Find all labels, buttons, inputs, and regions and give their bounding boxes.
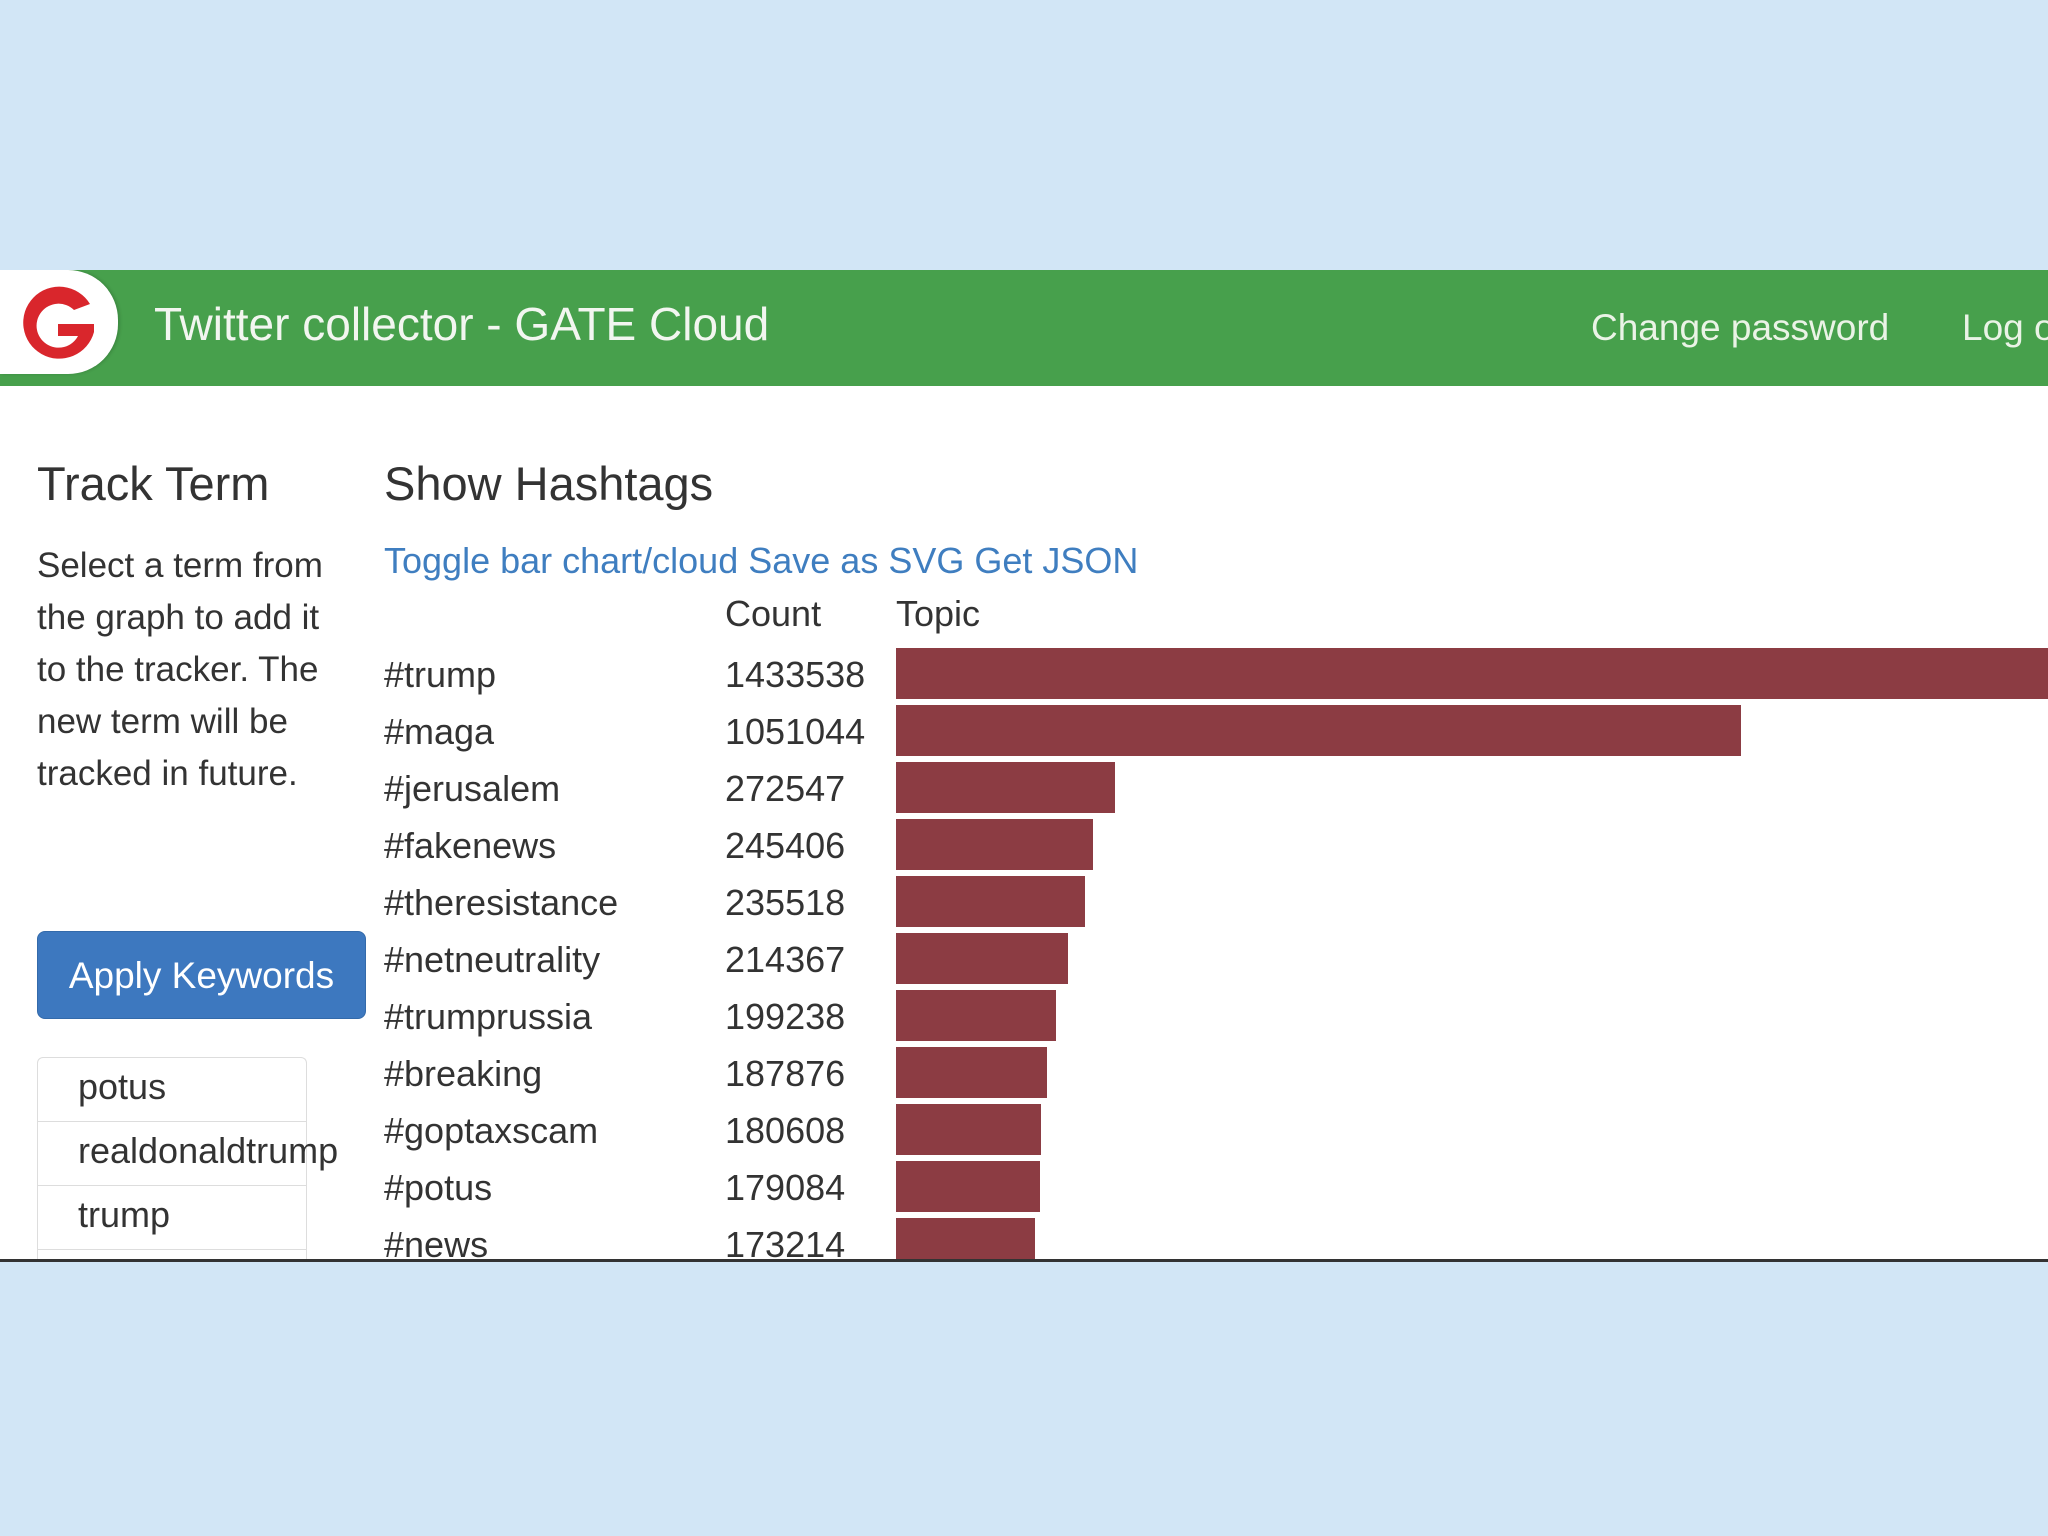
table-row: #jerusalem 272547	[0, 762, 2048, 819]
topic-column-header: Topic	[896, 593, 981, 634]
gate-logo[interactable]	[0, 270, 118, 374]
hashtag-count: 1433538	[725, 654, 866, 695]
table-row: #theresistance 235518	[0, 876, 2048, 933]
gate-g-icon	[8, 280, 108, 366]
show-hashtags-heading: Show Hashtags	[384, 457, 714, 510]
bar[interactable]	[896, 1104, 1041, 1155]
hashtag-count: 235518	[725, 882, 846, 923]
logout-link[interactable]: Log out	[1962, 307, 2048, 348]
save-svg-link[interactable]: Save as SVG	[748, 540, 965, 581]
keyword-label: realdonaldtrump	[78, 1130, 339, 1171]
keyword-item[interactable]: potus	[37, 1057, 307, 1121]
hashtag-label[interactable]: #goptaxscam	[384, 1110, 599, 1151]
table-row: #maga 1051044	[0, 705, 2048, 762]
hashtag-count: 199238	[725, 996, 846, 1037]
keyword-label: potus	[78, 1066, 167, 1107]
bar[interactable]	[896, 1218, 1035, 1259]
bar[interactable]	[896, 876, 1085, 927]
bar[interactable]	[896, 762, 1115, 813]
hashtag-count: 187876	[725, 1053, 846, 1094]
hashtag-label[interactable]: #potus	[384, 1167, 493, 1208]
table-row: #trump 1433538	[0, 648, 2048, 705]
toggle-chart-link[interactable]: Toggle bar chart/cloud	[384, 540, 739, 581]
hashtag-label[interactable]: #netneutrality	[384, 939, 601, 980]
app-title: Twitter collector - GATE Cloud	[154, 298, 770, 350]
top-navbar: Twitter collector - GATE Cloud Change pa…	[0, 270, 2048, 386]
table-row: #trumprussia 199238	[0, 990, 2048, 1047]
apply-keywords-button[interactable]: Apply Keywords	[37, 931, 366, 1019]
table-row: #potus 179084	[0, 1161, 2048, 1218]
hashtag-count: 173214	[725, 1224, 846, 1262]
hashtag-count: 245406	[725, 825, 846, 866]
hashtag-label[interactable]: #theresistance	[384, 882, 619, 923]
hashtag-count: 214367	[725, 939, 846, 980]
bar[interactable]	[896, 705, 1741, 756]
hashtag-label[interactable]: #fakenews	[384, 825, 557, 866]
hashtag-label[interactable]: #breaking	[384, 1053, 543, 1094]
table-row: #fakenews 245406	[0, 819, 2048, 876]
hashtag-label[interactable]: #news	[384, 1224, 489, 1262]
bar[interactable]	[896, 1047, 1047, 1098]
track-term-heading: Track Term	[37, 457, 270, 510]
hashtag-count: 180608	[725, 1110, 846, 1151]
keyword-item[interactable]: trump	[37, 1185, 307, 1249]
keyword-label: trump	[78, 1194, 171, 1235]
hashtag-label[interactable]: #trump	[384, 654, 497, 695]
keyword-list: potus realdonaldtrump trump	[37, 1057, 338, 1259]
table-row: #news 173214	[0, 1218, 2048, 1262]
track-term-description: Select a term from the graph to add it t…	[37, 546, 323, 793]
hashtag-label[interactable]: #maga	[384, 711, 495, 752]
hashtag-count: 272547	[725, 768, 846, 809]
table-row: #netneutrality 214367	[0, 933, 2048, 990]
hashtag-count: 179084	[725, 1167, 846, 1208]
bar[interactable]	[896, 990, 1056, 1041]
keyword-item[interactable]: realdonaldtrump	[37, 1121, 338, 1185]
keyword-item[interactable]	[37, 1249, 307, 1259]
get-json-link[interactable]: Get JSON	[974, 540, 1139, 581]
app-window: Twitter collector - GATE Cloud Change pa…	[0, 270, 2048, 1262]
chart-links: Toggle bar chart/cloud Save as SVG Get J…	[384, 540, 1138, 582]
bar[interactable]	[896, 933, 1068, 984]
change-password-link[interactable]: Change password	[1591, 307, 1890, 348]
hashtag-label[interactable]: #trumprussia	[384, 996, 593, 1037]
table-row: #goptaxscam 180608	[0, 1104, 2048, 1161]
hashtag-label[interactable]: #jerusalem	[384, 768, 561, 809]
bar[interactable]	[896, 1161, 1040, 1212]
bar[interactable]	[896, 648, 2048, 699]
hashtag-count: 1051044	[725, 711, 866, 752]
bar[interactable]	[896, 819, 1093, 870]
count-column-header: Count	[725, 593, 822, 634]
table-row: #breaking 187876	[0, 1047, 2048, 1104]
